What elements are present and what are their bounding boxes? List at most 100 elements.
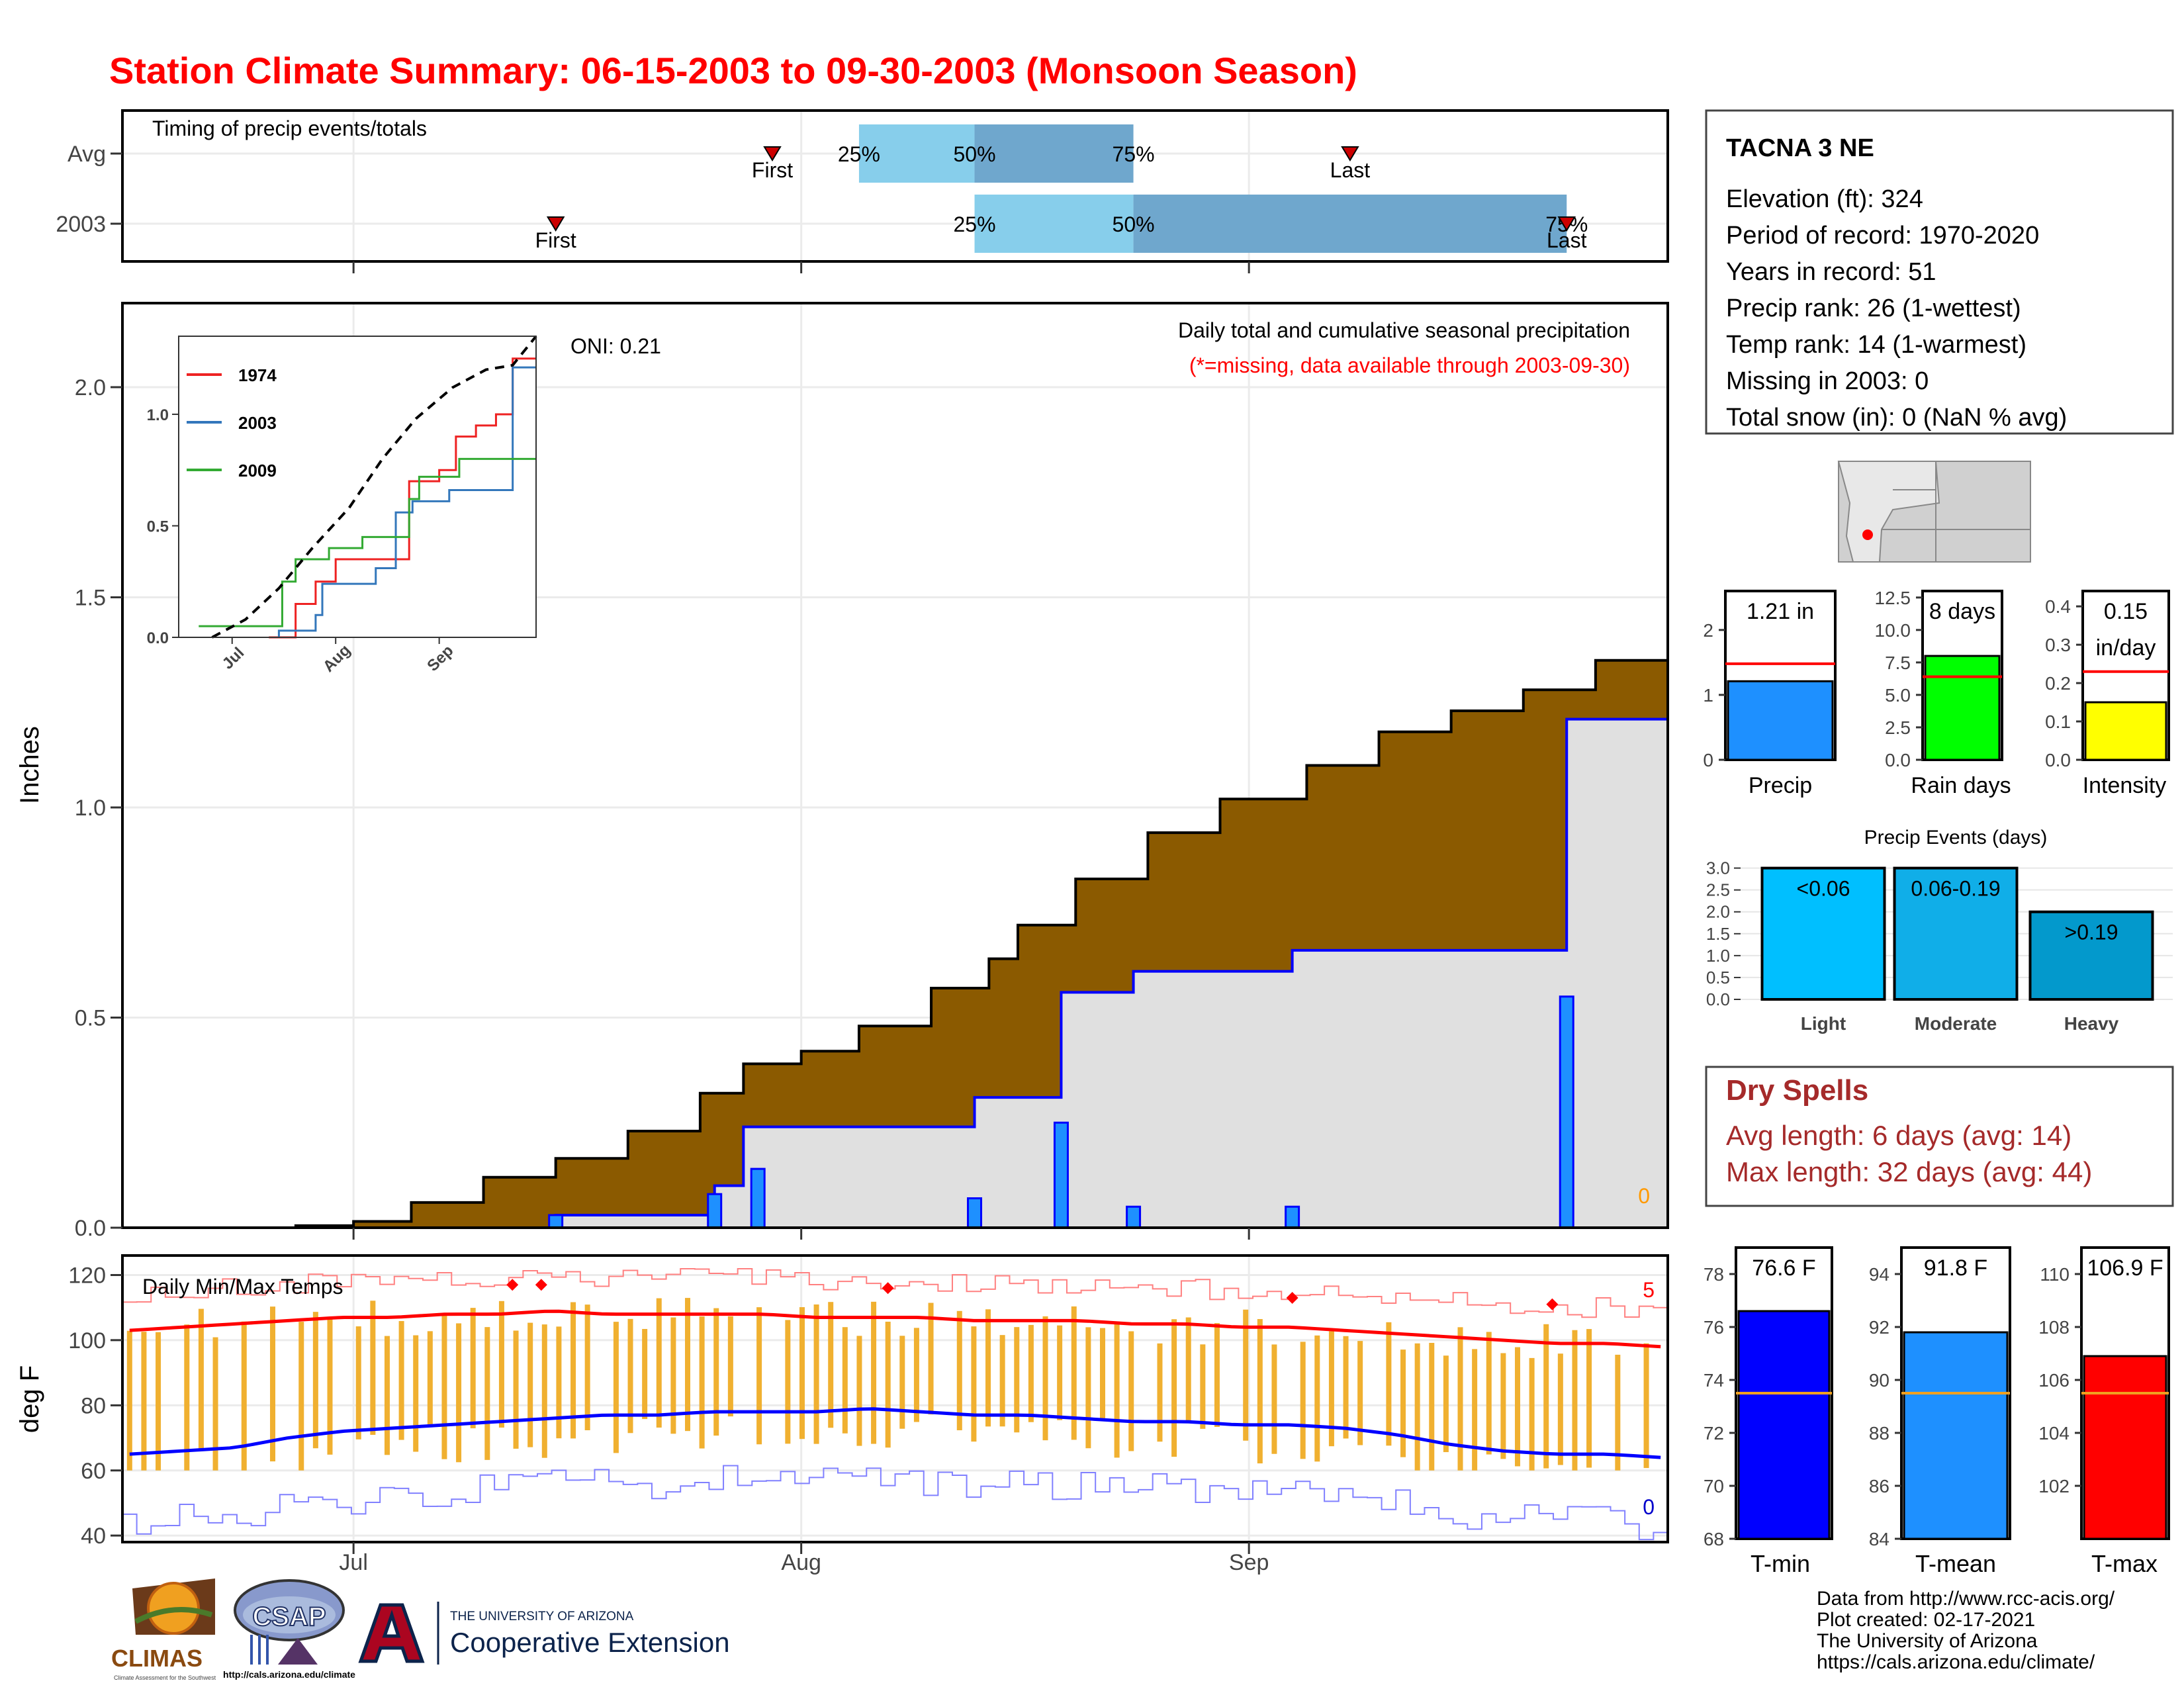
temp-day-bar-8 [241, 1321, 247, 1471]
timing-avg-label-75: 75% [1113, 142, 1155, 166]
temp-min-record-count: 0 [1643, 1495, 1655, 1519]
temp-day-bar-5 [198, 1308, 204, 1451]
ua-name: THE UNIVERSITY OF ARIZONA [450, 1610, 634, 1623]
temp-day-bar-67 [1085, 1327, 1091, 1449]
temp-day-bar-83 [1314, 1335, 1320, 1462]
temp-day-bar-28 [527, 1322, 533, 1447]
timing-2003-label-last: Last [1547, 228, 1587, 252]
temp-day-bar-41 [713, 1308, 719, 1436]
temp-day-bar-95 [1486, 1332, 1492, 1455]
temp-max-record-count: 5 [1643, 1278, 1655, 1302]
csap-cloud-inner-icon [243, 1596, 336, 1633]
timing-avg-marker-last [1341, 146, 1359, 161]
daily-precip-bars [548, 995, 1574, 1229]
precip-stat-value-label-0: 1.21 in [1747, 599, 1814, 624]
temp-day-bar-51 [856, 1336, 862, 1446]
temp-day-bar-23 [456, 1323, 462, 1463]
temp-day-bar-70 [1128, 1331, 1134, 1451]
precip-ytick-label-0: 0.0 [75, 1216, 106, 1241]
legend-label-1974: 1974 [238, 365, 277, 385]
temp-day-bar-82 [1300, 1342, 1306, 1459]
events-bar-label-light: <0.06 [1797, 877, 1850, 901]
temp-day-bar-102 [1586, 1329, 1592, 1468]
temp-day-bar-75 [1200, 1344, 1206, 1429]
events-bar-light [1760, 866, 1886, 1001]
inset-series-1974 [269, 357, 536, 639]
precip-ytick-label-3: 1.5 [75, 586, 106, 611]
temp-day-bar-14 [327, 1318, 333, 1455]
station-period: Period of record: 1970-2020 [1726, 222, 2039, 250]
temp-record-max-line [122, 1267, 1668, 1318]
precip-ytick-label-2: 1.0 [75, 796, 106, 821]
temp-day-bar-106 [1643, 1343, 1649, 1469]
temp-tmax-value-label-0: 106.9 F [2087, 1256, 2163, 1281]
dry-spells-max: Max length: 32 days (avg: 44) [1726, 1156, 2092, 1187]
events-category-heavy: Heavy [2064, 1013, 2119, 1034]
temp-day-bar-89 [1400, 1349, 1406, 1457]
temp-day-bar-58 [956, 1310, 962, 1431]
temp-day-bar-21 [427, 1331, 433, 1426]
temp-day-bar-76 [1214, 1323, 1220, 1427]
timing-2003-marker-last [1557, 216, 1576, 232]
intensity-stat-tick-label-0: 0.0 [2045, 750, 2071, 770]
events-tick-label-3: 1.5 [1706, 924, 1730, 944]
temp-day-bar-78 [1243, 1309, 1249, 1441]
temp-tmin-tick-label-2: 72 [1704, 1423, 1724, 1443]
temp-day-bar-16 [355, 1326, 361, 1440]
temp-day-bar-38 [670, 1317, 676, 1434]
temp-day-bar-39 [685, 1298, 691, 1432]
inset-ytick-label-2: 1.0 [147, 406, 169, 424]
tmin-stat-label: T-min [1751, 1550, 1810, 1577]
intensity-stat-label: Intensity [2083, 773, 2167, 798]
temp-ytick-label-1: 60 [81, 1459, 106, 1484]
temp-day-bar-96 [1500, 1353, 1506, 1459]
temp-day-bar-79 [1257, 1319, 1263, 1464]
temp-tmin-tick-label-4: 76 [1704, 1317, 1724, 1338]
station-snow: Total snow (in): 0 (NaN % avg) [1726, 404, 2067, 432]
footer-line-2: Plot created: 02-17-2021 [1817, 1609, 2035, 1631]
temp-record-marker-3 [1286, 1291, 1298, 1304]
temp-day-bar-60 [985, 1309, 991, 1427]
timing-2003-bar-25-50 [974, 195, 1134, 253]
inset-frame [178, 336, 537, 638]
precip-ytick-label-1: 0.5 [75, 1006, 106, 1031]
temp-day-bar-99 [1543, 1324, 1549, 1469]
temp-day-bar-42 [727, 1316, 733, 1417]
temp-day-bar-101 [1572, 1330, 1578, 1471]
temp-tmax-tick-label-1: 104 [2038, 1423, 2070, 1443]
inset-series-2003 [277, 366, 536, 637]
temp-day-bar-24 [470, 1308, 476, 1429]
temp-xtick-label-1: Aug [781, 1550, 821, 1575]
daily-precip-bar-3 [967, 1197, 983, 1229]
timing-2003-marker-first [546, 216, 565, 232]
temp-day-bar-22 [441, 1315, 447, 1459]
timing-row-avg: Avg [68, 142, 106, 167]
temp-day-bar-74 [1185, 1317, 1191, 1424]
temp-panel: 40 60 80 100 120 Jul Aug Sep Daily Min/Max Temp… [15, 1254, 1669, 1575]
precip-ytick-label-4: 2.0 [75, 375, 106, 400]
temp-day-bar-62 [1014, 1327, 1020, 1433]
temp-day-bar-84 [1328, 1331, 1334, 1447]
station-missing: Missing in 2003: 0 [1726, 367, 1929, 395]
missing-count: 0 [1638, 1184, 1650, 1208]
temp-day-bar-100 [1557, 1353, 1563, 1465]
inset-legend: 1974 2003 2009 [187, 365, 277, 480]
temp-day-bar-44 [756, 1307, 762, 1445]
temp-day-bar-90 [1414, 1343, 1420, 1471]
temp-tmean-tick-label-4: 92 [1869, 1317, 1889, 1338]
intensity-stat-value-label-1: in/day [2096, 635, 2156, 661]
timing-avg-label-25: 25% [838, 142, 880, 166]
temp-day-bar-61 [999, 1335, 1005, 1427]
temp-day-bar-37 [656, 1298, 662, 1428]
temp-day-bar-53 [885, 1321, 891, 1448]
temp-day-bar-30 [556, 1326, 562, 1439]
temp-ylabel: deg F [15, 1365, 44, 1433]
temp-record-marker-1 [535, 1279, 547, 1291]
csap-url: http://cals.arizona.edu/climate [223, 1669, 355, 1680]
temp-avg-max-line [129, 1309, 1661, 1349]
timing-2003-label-25: 25% [953, 212, 995, 236]
precip-stat-tick-label-0: 0 [1703, 750, 1713, 770]
events-bar-label-heavy: >0.19 [2065, 921, 2118, 944]
